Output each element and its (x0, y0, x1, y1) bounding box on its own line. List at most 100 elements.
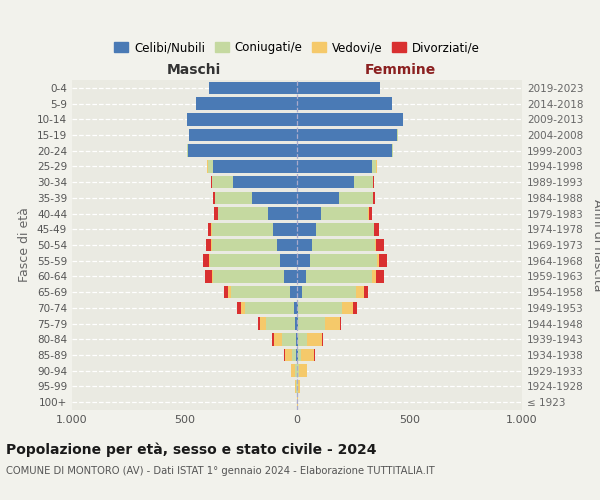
Bar (241, 302, 245, 314)
Bar (340, 318, 341, 330)
Bar (297, 128, 397, 141)
Text: COMUNE DI MONTORO (AV) - Dati ISTAT 1° gennaio 2024 - Elaborazione TUTTITALIA.IT: COMUNE DI MONTORO (AV) - Dati ISTAT 1° g… (6, 466, 435, 476)
Bar (302, 286, 356, 298)
Bar (209, 82, 297, 94)
Bar (205, 270, 212, 282)
Bar (297, 270, 307, 282)
Bar (245, 302, 293, 314)
Bar (233, 176, 297, 188)
Bar (292, 348, 296, 362)
Text: Femmine: Femmine (365, 62, 436, 76)
Bar (214, 208, 218, 220)
Bar (376, 270, 384, 282)
Bar (187, 144, 188, 157)
Bar (295, 364, 296, 377)
Bar (297, 223, 316, 235)
Bar (211, 176, 212, 188)
Y-axis label: Fasce di età: Fasce di età (19, 208, 31, 282)
Bar (376, 238, 383, 252)
Bar (208, 223, 211, 235)
Legend: Celibi/Nubili, Coniugati/e, Vedovi/e, Divorziati/e: Celibi/Nubili, Coniugati/e, Vedovi/e, Di… (109, 36, 485, 59)
Bar (295, 318, 297, 330)
Bar (272, 223, 297, 235)
Bar (189, 128, 297, 141)
Bar (325, 318, 340, 330)
Bar (206, 238, 211, 252)
Bar (290, 364, 295, 377)
Bar (298, 380, 301, 392)
Text: Maschi: Maschi (166, 62, 221, 76)
Bar (187, 113, 297, 126)
Bar (212, 176, 233, 188)
Bar (392, 144, 393, 157)
Bar (284, 348, 292, 362)
Bar (215, 192, 251, 204)
Bar (297, 208, 320, 220)
Bar (218, 208, 268, 220)
Bar (297, 348, 298, 362)
Bar (188, 144, 297, 157)
Bar (379, 254, 387, 267)
Bar (297, 286, 302, 298)
Bar (210, 254, 280, 267)
Bar (372, 270, 376, 282)
Bar (209, 254, 210, 267)
Bar (297, 192, 338, 204)
Bar (297, 113, 403, 126)
Bar (364, 286, 368, 298)
Bar (260, 318, 265, 330)
Bar (203, 254, 209, 267)
Bar (298, 348, 301, 362)
Bar (298, 333, 307, 345)
Bar (307, 333, 322, 345)
Bar (297, 238, 313, 252)
Bar (228, 286, 230, 298)
Bar (373, 160, 376, 172)
Text: Popolazione per età, sesso e stato civile - 2024: Popolazione per età, sesso e stato civil… (6, 442, 377, 457)
Bar (297, 176, 355, 188)
Bar (322, 333, 323, 345)
Bar (277, 238, 297, 252)
Bar (299, 364, 307, 377)
Bar (212, 270, 213, 282)
Bar (251, 192, 297, 204)
Bar (284, 270, 297, 282)
Bar (316, 223, 374, 235)
Bar (298, 318, 325, 330)
Bar (374, 223, 379, 235)
Bar (213, 270, 284, 282)
Bar (307, 270, 372, 282)
Bar (196, 98, 297, 110)
Bar (274, 333, 282, 345)
Bar (296, 348, 297, 362)
Bar (341, 302, 353, 314)
Bar (237, 302, 241, 314)
Bar (373, 192, 376, 204)
Bar (373, 176, 374, 188)
Bar (224, 286, 228, 298)
Bar (212, 223, 272, 235)
Bar (265, 318, 295, 330)
Bar (297, 98, 392, 110)
Bar (369, 208, 373, 220)
Bar (297, 396, 298, 408)
Bar (213, 192, 215, 204)
Bar (296, 333, 297, 345)
Bar (353, 302, 357, 314)
Bar (297, 254, 310, 267)
Bar (320, 208, 368, 220)
Bar (355, 176, 373, 188)
Bar (310, 254, 377, 267)
Bar (297, 302, 298, 314)
Bar (282, 333, 296, 345)
Bar (280, 254, 297, 267)
Bar (257, 318, 260, 330)
Bar (230, 286, 290, 298)
Bar (297, 144, 392, 157)
Bar (295, 380, 296, 392)
Bar (290, 286, 297, 298)
Bar (272, 333, 274, 345)
Bar (214, 160, 297, 172)
Bar (298, 364, 299, 377)
Bar (268, 208, 297, 220)
